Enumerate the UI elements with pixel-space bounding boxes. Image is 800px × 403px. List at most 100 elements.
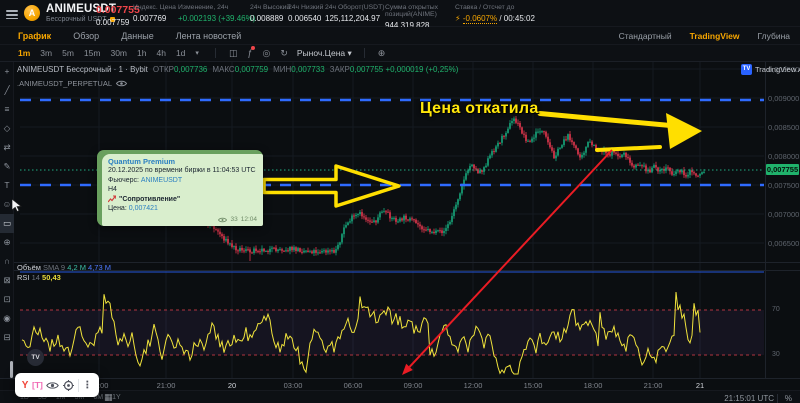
timeframe-15m[interactable]: 15m xyxy=(83,48,101,58)
compare-icon[interactable]: ◎ xyxy=(262,47,271,58)
clock-utc[interactable]: 21:15:01 UTC xyxy=(724,393,774,403)
views-eye-icon xyxy=(218,217,228,222)
symbol-block[interactable]: ANIMEUSDT Бессрочный USDT xyxy=(46,3,116,23)
ruler-icon[interactable]: ▭ xyxy=(0,214,14,233)
percent-scale-toggle[interactable]: % xyxy=(776,393,792,403)
settings-gear-button[interactable] xyxy=(63,379,75,391)
timeframe-30m[interactable]: 30m xyxy=(110,48,128,58)
chart-style-icon[interactable]: ◫ xyxy=(228,47,238,58)
legend-open: 0,007736 xyxy=(173,65,208,74)
drawing-lock-icon[interactable]: ⊠ xyxy=(3,275,11,285)
menu-icon[interactable] xyxy=(6,8,18,22)
views-count: 33 xyxy=(230,216,238,223)
range-6M[interactable]: 6M xyxy=(93,394,104,401)
telegram-channel-name[interactable]: Quantum Premium xyxy=(108,157,176,166)
timeframe-dropdown-icon[interactable]: ▾ xyxy=(195,50,199,57)
chart-legend[interactable]: ANIMEUSDT Бессрочный · 1 · Bybit ОТКР0,00… xyxy=(17,65,459,74)
view-tabbar: График Обзор Данные Лента новостей Стандартн… xyxy=(0,27,800,45)
replay-icon[interactable]: ↻ xyxy=(280,47,288,58)
range-5D[interactable]: 5D xyxy=(37,394,47,401)
lock-icon[interactable]: ⊡ xyxy=(3,294,11,304)
position-icon[interactable]: ⇄ xyxy=(3,142,11,152)
timeframe-1h[interactable]: 1h xyxy=(137,48,147,58)
price-tick: 0,008500 xyxy=(768,123,800,132)
text-style-button[interactable]: [T] xyxy=(32,380,43,390)
stat-label: 24ч Высокий xyxy=(250,4,291,11)
signal-symbol-link[interactable]: ANIMEUSDT xyxy=(140,176,183,184)
time-tick: 18:00 xyxy=(583,381,603,390)
mark-price: 0.007759 xyxy=(96,18,130,27)
pattern-icon[interactable]: ◇ xyxy=(3,123,11,133)
legend-title: ANIMEUSDT Бессрочный · 1 · Bybit xyxy=(17,65,148,74)
zoom-icon[interactable]: ⊕ xyxy=(3,237,11,247)
chart-mode-Глубина[interactable]: Глубина xyxy=(757,30,790,41)
tradingview-logo[interactable]: TV xyxy=(27,349,44,366)
yellow-arrow-annotation xyxy=(666,113,702,149)
tradingview-alert-badge[interactable]: TV TradingView Alert xyxy=(741,63,800,76)
timeframe-1d[interactable]: 1d xyxy=(175,48,186,58)
stat-value: +0.002193 (+39.46%) xyxy=(178,14,256,23)
chart-mode-Стандартный[interactable]: Стандартный xyxy=(618,30,672,41)
time-tick: 06:00 xyxy=(343,381,363,390)
indicators-icon[interactable]: ƒ xyxy=(247,46,256,58)
color-style-button[interactable]: Y xyxy=(21,379,29,391)
trash-icon[interactable]: ⊟ xyxy=(3,332,11,342)
timeframe-4h[interactable]: 4h xyxy=(156,48,166,58)
crosshair-icon[interactable]: + xyxy=(4,66,10,76)
range-1M[interactable]: 1M xyxy=(55,394,66,401)
trendline-icon[interactable]: ╱ xyxy=(4,85,10,95)
emoji-icon[interactable]: ☺ xyxy=(2,199,12,209)
index-series-name: .ANIMEUSDT_PERPETUAL xyxy=(17,79,113,88)
header-stat: Сумма открытых позиций(ANIME) 944,319,828 xyxy=(385,4,459,30)
instrument-header: A ANIMEUSDT Бессрочный USDT 0.007755 0.0… xyxy=(0,0,800,30)
rsi-value: 50,43 xyxy=(42,273,61,282)
drawbar-scrollbar[interactable] xyxy=(10,361,13,378)
go-to-date-icon[interactable]: ▦ xyxy=(104,392,113,402)
rsi-indicator-legend[interactable]: RSI 14 50,43 xyxy=(17,273,61,282)
chart-mode-TradingView[interactable]: TradingView xyxy=(689,30,740,41)
timeframe-3m[interactable]: 3m xyxy=(40,48,53,58)
timeframe-1m[interactable]: 1m xyxy=(18,48,31,58)
visibility-eye-button[interactable] xyxy=(46,381,60,390)
timeframe-5m[interactable]: 5m xyxy=(62,48,74,58)
range-1D[interactable]: 1D xyxy=(20,394,29,401)
time-tick: 20 xyxy=(227,381,237,390)
order-price-mode-button[interactable]: Рыноч.Цена ▾ xyxy=(296,47,352,58)
stat-value: 0.007769 xyxy=(133,14,167,23)
magnet-icon[interactable]: ∩ xyxy=(3,256,11,266)
tab-Обзор[interactable]: Обзор xyxy=(73,30,100,41)
time-axis[interactable]: 18:00 21:00 20 03:00 06:00 09:00 12:00 15:00 18:… xyxy=(0,378,800,390)
telegram-signal-popup: Quantum Premium 20.12.2025 по времени би… xyxy=(97,150,263,226)
price-block: 0.007755 0.007759 xyxy=(96,4,140,27)
more-options-button[interactable]: ⋮ xyxy=(82,379,93,391)
chart-up-emoji-icon xyxy=(108,195,116,203)
time-tick: 12:00 xyxy=(463,381,483,390)
signal-price-link[interactable]: 0,007421 xyxy=(128,205,158,212)
tab-Данные[interactable]: Данные xyxy=(121,30,154,41)
fib-icon[interactable]: ≡ xyxy=(4,104,10,114)
stat-label: 24ч Оборот(USDT) xyxy=(325,4,385,11)
stat-value: 0.006540 xyxy=(288,14,322,23)
price-tick: 0,008000 xyxy=(768,152,800,161)
tab-График[interactable]: График xyxy=(18,30,52,41)
index-series-legend[interactable]: .ANIMEUSDT_PERPETUAL xyxy=(17,79,128,88)
funding-countdown: / 00:45:02 xyxy=(497,14,535,23)
range-3M[interactable]: 3M xyxy=(74,394,85,401)
time-tick: 21:00 xyxy=(156,381,176,390)
legend-high: 0,007759 xyxy=(234,65,269,74)
brush-icon[interactable]: ✎ xyxy=(3,161,11,171)
tradingview-alert-icon: TV xyxy=(741,64,752,75)
add-icon[interactable]: ⊕ xyxy=(377,47,386,58)
tab-Лента новостей[interactable]: Лента новостей xyxy=(175,30,242,41)
range-1Y[interactable]: 1Y xyxy=(112,394,121,401)
funding-stat: Ставка / Отсчет до ⚡ -0.0607% / 00:45:02 xyxy=(455,4,535,24)
visibility-icon[interactable]: ◉ xyxy=(3,313,11,323)
funding-rate[interactable]: -0.0607% xyxy=(462,14,498,24)
symbol-type: Бессрочный USDT xyxy=(46,16,107,23)
volume-indicator-legend[interactable]: Объём SMA 9 4,2 M 4,73 M xyxy=(17,263,111,272)
time-tick: 03:00 xyxy=(283,381,303,390)
eye-icon[interactable] xyxy=(116,80,128,87)
chart-canvas[interactable] xyxy=(0,62,800,378)
text-icon[interactable]: T xyxy=(4,180,10,190)
symbol-name[interactable]: ANIMEUSDT xyxy=(46,3,117,15)
